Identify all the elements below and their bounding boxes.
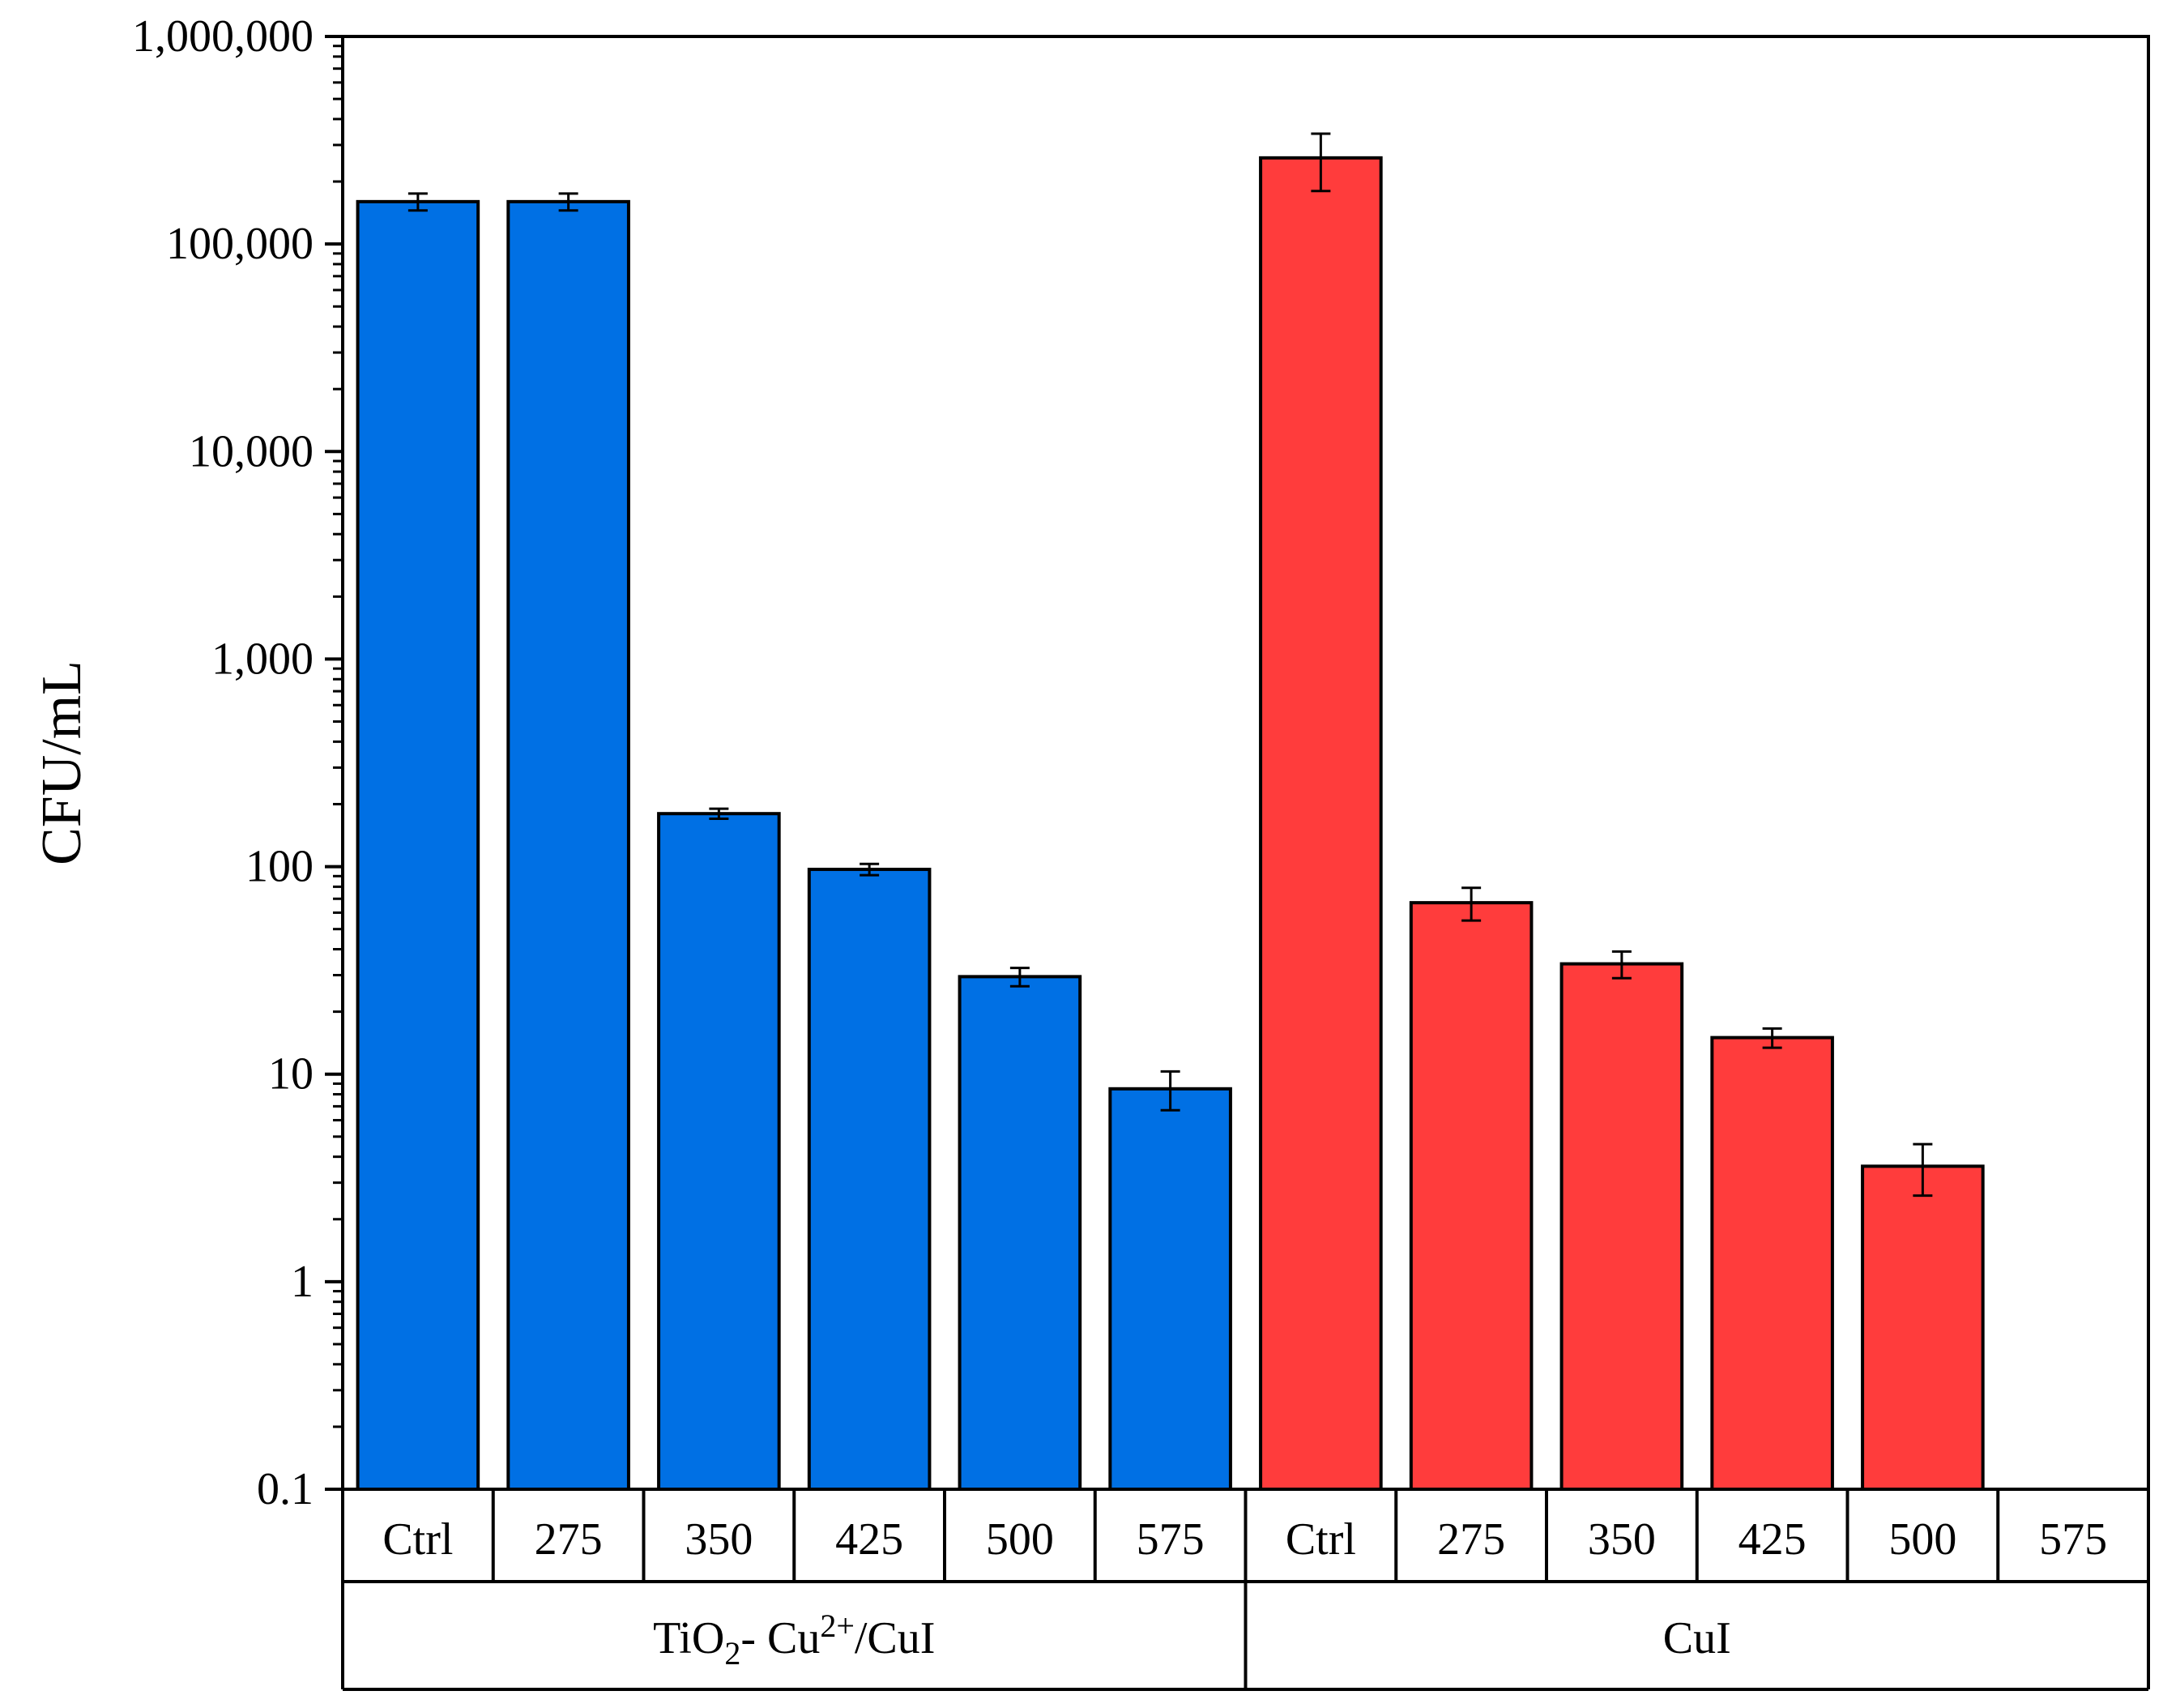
- bars: [356, 156, 1985, 1492]
- bar: [1108, 1087, 1232, 1491]
- y-axis-label: CFU/mL: [31, 660, 93, 865]
- group-label-main: - Cu: [740, 1613, 820, 1663]
- bar: [1409, 901, 1534, 1491]
- category-label: 575: [2039, 1514, 2107, 1565]
- y-tick-label: 100,000: [166, 219, 314, 269]
- category-label: 425: [835, 1514, 903, 1565]
- y-tick-label: 10: [268, 1049, 314, 1100]
- y-tick-label: 0.1: [257, 1464, 314, 1514]
- bar: [657, 812, 781, 1491]
- bar: [1559, 962, 1684, 1491]
- category-label: 425: [1739, 1514, 1807, 1565]
- category-label: 500: [986, 1514, 1054, 1565]
- bar: [356, 199, 480, 1491]
- bar: [1861, 1164, 1985, 1492]
- group-label-main: /CuI: [855, 1613, 936, 1663]
- y-axis-ticks: 0.1 1 10 100 1,000 10,000 100,000 1,000,000: [132, 11, 343, 1514]
- category-table: Ctrl 275 350 425 500 575 TiO2- Cu2+/CuI Ctrl 275…: [341, 1489, 2150, 1691]
- group-label-superscript: 2+: [820, 1608, 855, 1644]
- bar: [1259, 156, 1383, 1492]
- category-label: 575: [1137, 1514, 1205, 1565]
- bar: [506, 199, 630, 1491]
- category-label: 500: [1888, 1514, 1956, 1565]
- bar: [958, 975, 1082, 1491]
- category-label: 275: [1437, 1514, 1505, 1565]
- y-tick-label: 1,000,000: [132, 11, 314, 62]
- group-label-subscript: 2: [724, 1635, 740, 1672]
- error-bars: [407, 132, 1933, 1198]
- category-label: 350: [1588, 1514, 1656, 1565]
- y-tick-label: 10,000: [189, 426, 314, 476]
- bar: [1710, 1035, 1834, 1491]
- group-label: TiO2- Cu2+/CuI: [653, 1608, 935, 1672]
- bar: [807, 867, 932, 1491]
- group-label-main: TiO: [653, 1613, 724, 1663]
- category-label: Ctrl: [1286, 1514, 1356, 1565]
- y-tick-label: 100: [245, 842, 314, 892]
- group-label: CuI: [1663, 1613, 1731, 1663]
- y-tick-label: 1,000: [211, 634, 314, 684]
- y-tick-label: 1: [291, 1257, 314, 1307]
- category-label: 350: [685, 1514, 753, 1565]
- plot-frame: [341, 35, 2150, 1491]
- category-label: 275: [535, 1514, 603, 1565]
- category-label: Ctrl: [382, 1514, 453, 1565]
